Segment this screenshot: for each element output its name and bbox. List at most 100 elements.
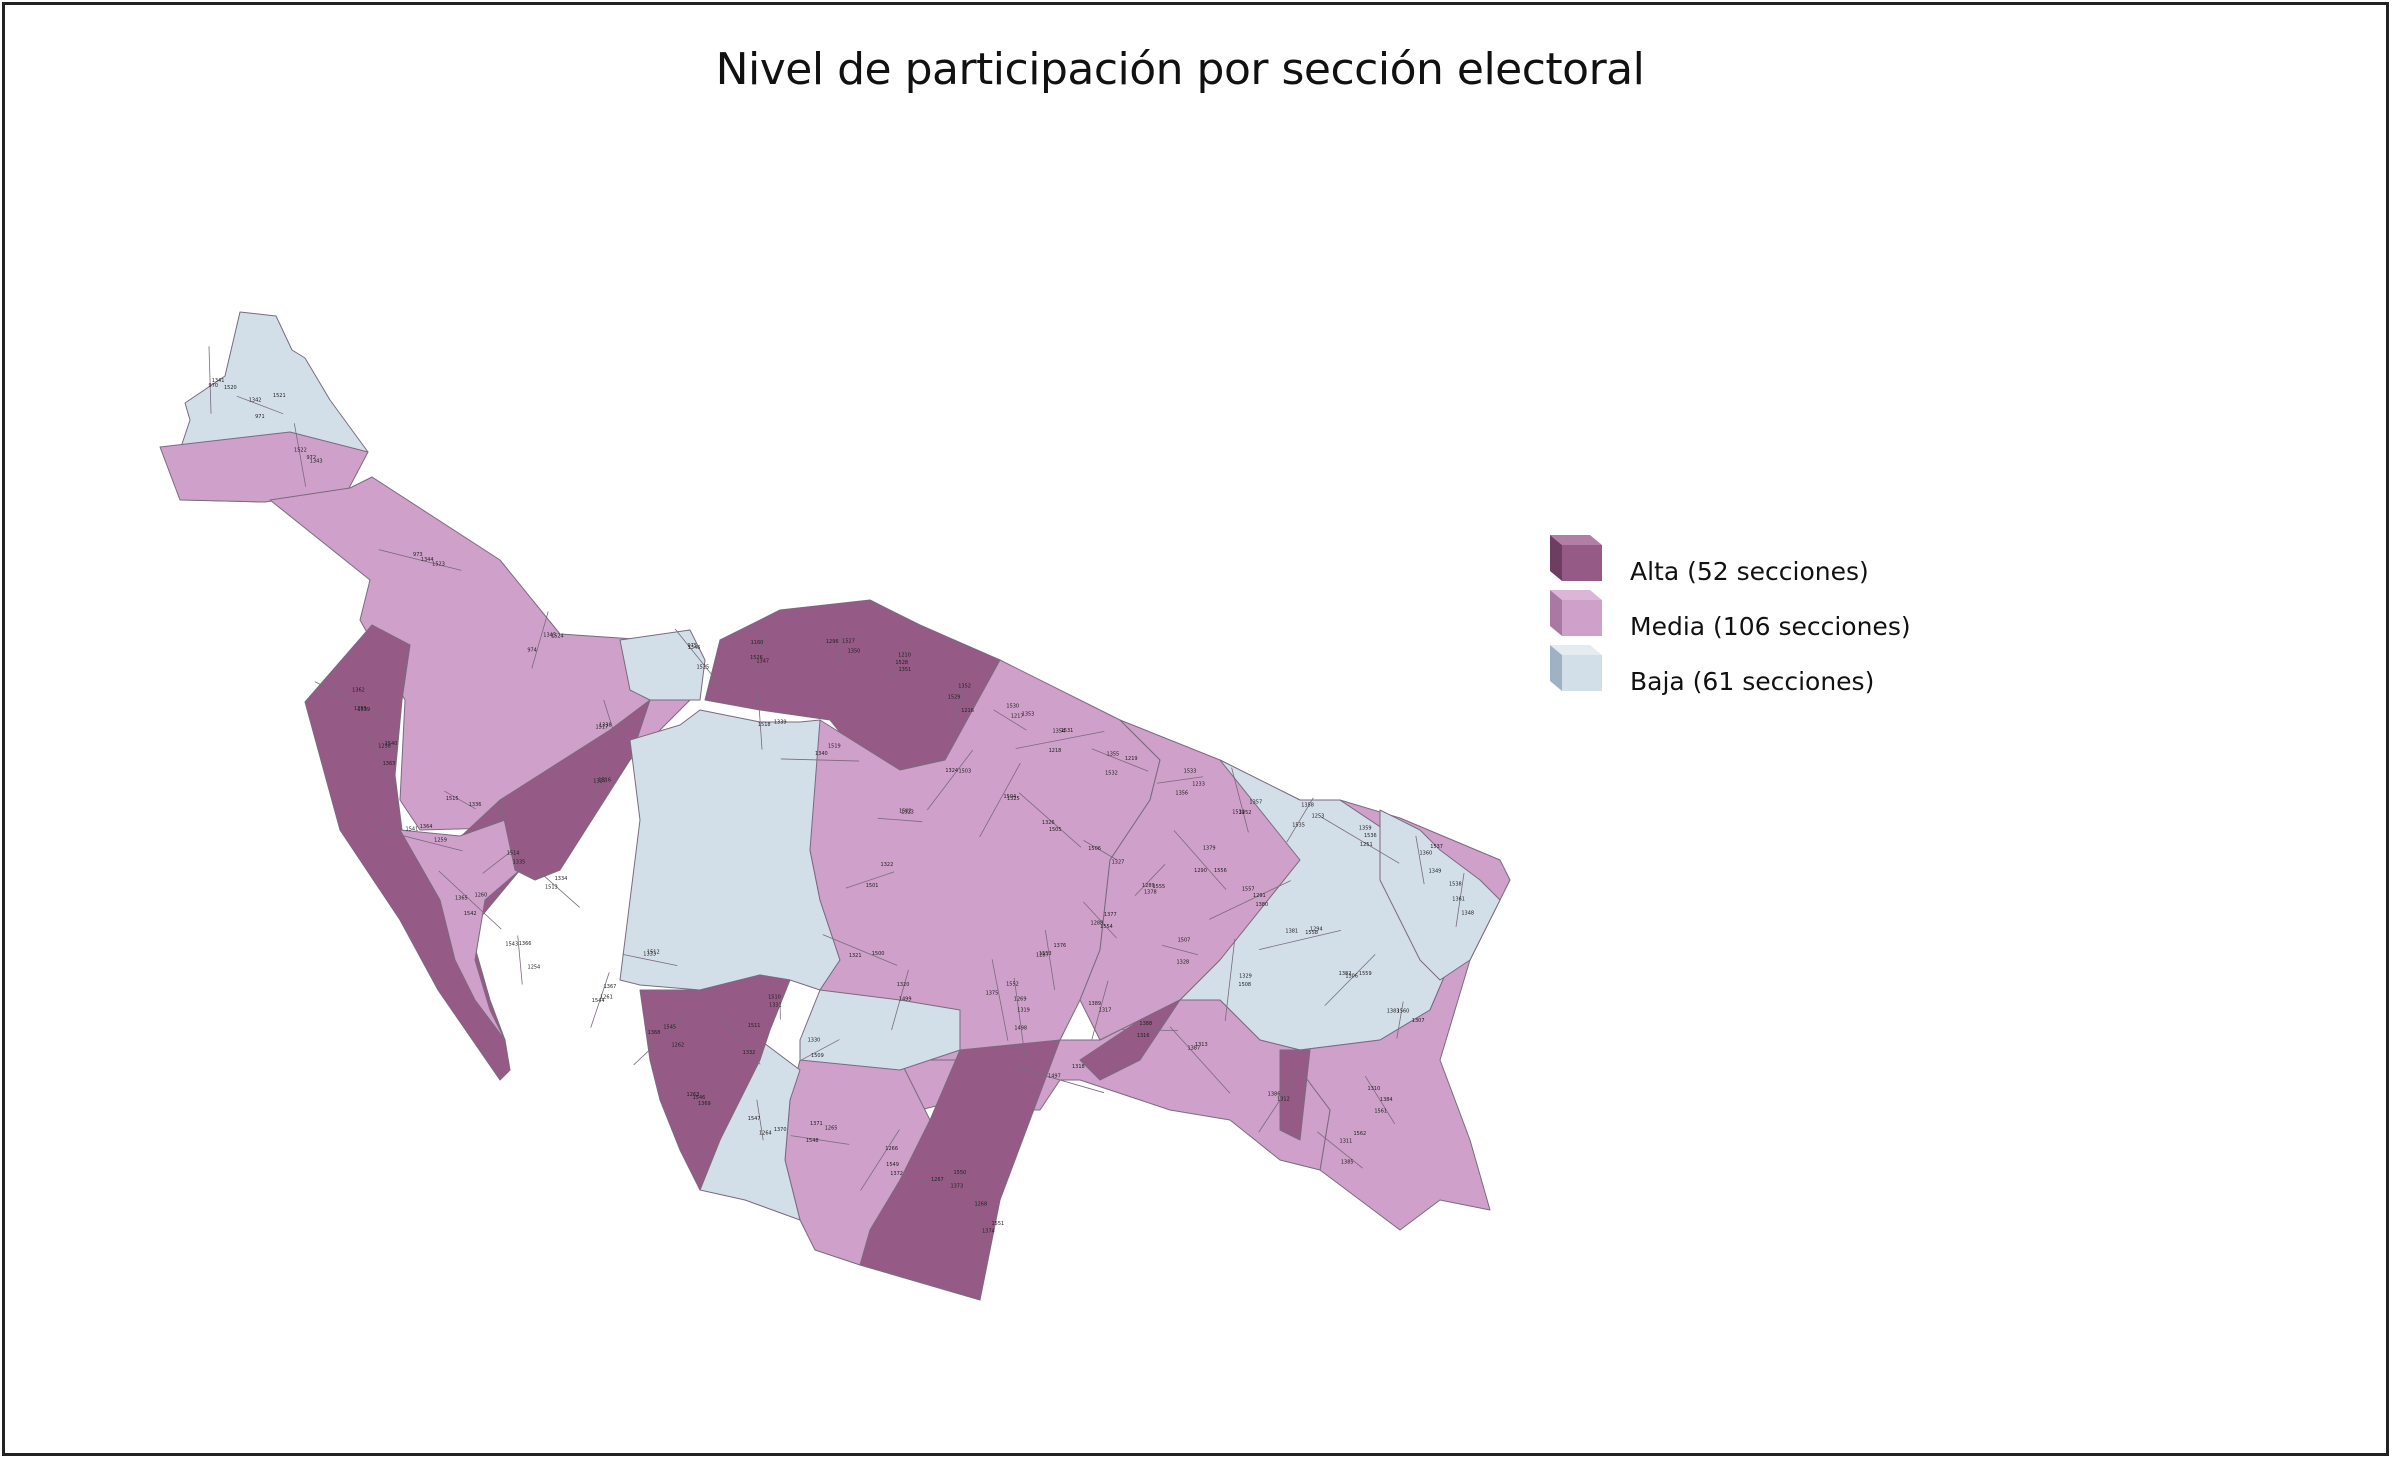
section-label: 1259 <box>434 838 447 844</box>
section-boundary-line <box>1286 797 1314 843</box>
section-label: 1497 <box>1048 1073 1061 1079</box>
section-boundary-line <box>1258 1067 1302 1133</box>
section-label: 1372 <box>890 1171 903 1177</box>
region-alta-southeast-small <box>1279 1049 1311 1141</box>
section-boundary-line <box>913 1175 967 1185</box>
section-label: 1217 <box>1011 714 1024 720</box>
section-label: 1543 <box>505 942 518 948</box>
legend-swatch-baja <box>1550 645 1602 691</box>
section-label: 1265 <box>825 1126 838 1132</box>
section-boundary-line <box>860 1129 900 1191</box>
section-boundary-line <box>591 760 609 800</box>
section-label: 1535 <box>1292 823 1305 829</box>
swatch-face <box>1562 655 1602 691</box>
section-label: 1532 <box>1105 770 1118 776</box>
section-boundary-line <box>1121 1028 1179 1032</box>
section-label: 1518 <box>758 722 771 728</box>
section-label: 1333 <box>643 952 656 958</box>
section-boundary-line <box>1015 1066 1105 1094</box>
section-boundary-line <box>1231 767 1249 833</box>
section-label: 1210 <box>898 652 911 658</box>
section-label: 1342 <box>249 398 262 404</box>
section-label: 1387 <box>1187 1045 1200 1051</box>
section-label: 1376 <box>1053 943 1066 949</box>
section-boundary-line <box>993 709 1027 731</box>
section-label: 1516 <box>598 777 611 783</box>
section-label: 1559 <box>1359 971 1372 977</box>
section-boundary-line <box>1091 980 1109 1040</box>
section-boundary-line <box>1320 816 1400 864</box>
section-label: 1378 <box>1144 889 1157 895</box>
section-boundary-line <box>603 699 617 741</box>
section-boundary-line <box>293 423 307 487</box>
section-label: 1324 <box>945 768 958 774</box>
section-label: 1287 <box>1036 953 1049 959</box>
section-label: 1335 <box>513 860 526 866</box>
section-label: 1381 <box>1285 928 1298 934</box>
section-boundary-line <box>517 935 523 985</box>
section-label: 1254 <box>528 964 541 970</box>
region-alta-mid-west <box>499 699 651 881</box>
section-label: 1319 <box>1017 1008 1030 1014</box>
section-label: 1340 <box>815 751 828 757</box>
section-label: 975 <box>687 643 697 649</box>
section-boundary-line <box>1364 1075 1396 1125</box>
section-boundary-line <box>674 628 726 692</box>
section-label: 1524 <box>551 633 564 639</box>
section-label: 1549 <box>886 1162 899 1168</box>
section-label: 1505 <box>1049 827 1062 833</box>
section-boundary-line <box>531 611 549 669</box>
section-boundary-line <box>1156 776 1204 784</box>
section-label: 1374 <box>982 1228 995 1234</box>
section-boundary-line <box>1209 880 1291 920</box>
section-label: 1526 <box>750 655 763 661</box>
section-label: 1353 <box>1022 711 1035 717</box>
legend-label-baja: Baja (61 secciones) <box>1630 667 1875 696</box>
section-label: 1367 <box>604 984 617 990</box>
section-label: 1360 <box>1419 850 1432 856</box>
section-boundary-line <box>1169 1026 1231 1094</box>
section-label: 1519 <box>828 744 841 750</box>
section-label: 1264 <box>759 1131 772 1137</box>
swatch-side <box>1550 535 1562 581</box>
section-label: 1545 <box>663 1025 676 1031</box>
section-boundary-line <box>822 934 898 966</box>
swatch-top <box>1550 590 1602 600</box>
section-boundary-line <box>1258 930 1342 950</box>
section-label: 1310 <box>1368 1086 1381 1092</box>
section-boundary-line <box>800 1039 840 1061</box>
section-label: 1502 <box>899 809 912 815</box>
section-label: 1380 <box>1255 902 1268 908</box>
section-boundary-line <box>208 346 212 414</box>
section-label: 1522 <box>294 448 307 454</box>
section-boundary-line <box>891 969 909 1031</box>
section-label: 1345 <box>543 633 556 639</box>
section-labels: 970 971 972 973 974 975 1160 1296 1210 1216 1217 12… <box>209 378 1475 1234</box>
section-boundary-line <box>540 872 580 908</box>
section-label: 1498 <box>1014 1026 1027 1032</box>
section-label: 1364 <box>420 824 433 830</box>
section-label: 1316 <box>1137 1033 1150 1039</box>
section-label: 1370 <box>774 1127 787 1133</box>
section-label: 1379 <box>1203 845 1216 851</box>
section-label: 972 <box>307 455 317 461</box>
section-label: 1252 <box>1239 810 1252 816</box>
section-boundary-line <box>377 828 463 852</box>
section-boundary-line <box>622 954 678 966</box>
section-label: 1321 <box>849 953 862 959</box>
section-label: 1291 <box>1253 893 1266 899</box>
section-label: 1539 <box>357 707 370 713</box>
section-label: 1294 <box>1310 926 1323 932</box>
legend-swatch-media <box>1550 590 1602 636</box>
section-label: 1332 <box>743 1050 756 1056</box>
section-label: 1551 <box>991 1221 1004 1227</box>
section-label: 1509 <box>811 1053 824 1059</box>
section-label: 1216 <box>961 708 974 714</box>
section-label: 1544 <box>592 998 605 1004</box>
section-boundary-line <box>845 871 895 889</box>
section-label: 1337 <box>593 779 606 785</box>
section-label: 1503 <box>958 769 971 775</box>
section-boundary-line <box>236 395 284 415</box>
section-boundary-line <box>1091 748 1149 772</box>
section-boundary-line <box>953 668 967 732</box>
